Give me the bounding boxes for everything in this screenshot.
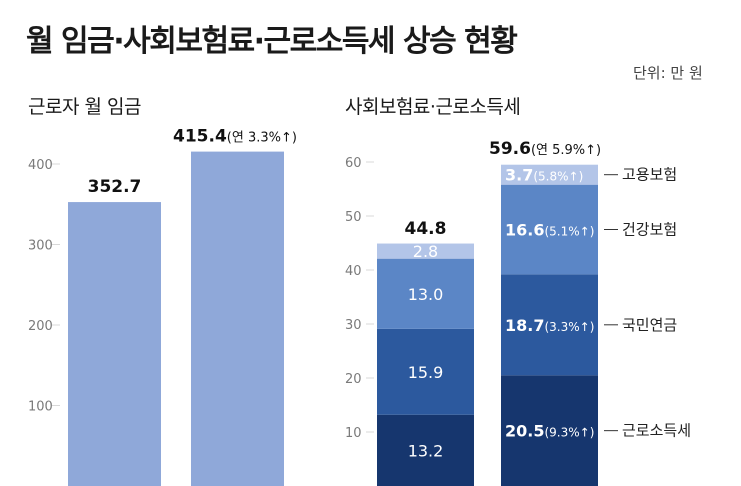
- y-tick-label-right: 20: [345, 372, 362, 387]
- y-tick-label-right: 60: [345, 156, 362, 171]
- segment-value-label: 13.2: [408, 441, 444, 460]
- wage-value-label: 352.7: [88, 177, 142, 197]
- stacked-segment: [501, 184, 598, 275]
- wage-bar: [191, 151, 284, 486]
- right-chart-subtitle: 사회보험료·근로소득세: [345, 96, 521, 118]
- segment-value-label: 15.9: [408, 363, 444, 382]
- y-tick-label-right: 40: [345, 264, 362, 279]
- stacked-segment: [377, 328, 474, 415]
- segment-value-label: 18.7(3.3%↑): [505, 316, 594, 335]
- y-tick-label-right: 50: [345, 210, 362, 225]
- stacked-segment: [501, 274, 598, 376]
- stack-total-label: 44.8: [405, 219, 447, 239]
- stacked-segment: [501, 164, 598, 185]
- legend-label: 건강보험: [622, 221, 677, 239]
- y-tick-label-right: 30: [345, 318, 362, 333]
- stacked-segment: [377, 258, 474, 329]
- segment-value-label: 2.8: [413, 242, 438, 261]
- stacked-segment: [377, 414, 474, 486]
- segment-value-label: 20.5(9.3%↑): [505, 422, 594, 441]
- stacked-segment: [377, 243, 474, 259]
- stacked-segment: [501, 375, 598, 486]
- unit-label: 단위: 만 원: [633, 64, 703, 82]
- left-chart-subtitle: 근로자 월 임금: [28, 96, 141, 118]
- y-tick-label-left: 300: [28, 239, 53, 254]
- chart-title: 월 임금·사회보험료·근로소득세 상승 현황: [26, 24, 518, 59]
- y-tick-label-left: 200: [28, 319, 53, 334]
- stack-total-label: 59.6(연 5.9%↑): [489, 139, 601, 159]
- y-tick-label-right: 10: [345, 426, 362, 441]
- legend-label: 고용보험: [622, 166, 677, 184]
- wage-value-label: 415.4(연 3.3%↑): [173, 127, 297, 147]
- y-tick-label-left: 400: [28, 158, 53, 173]
- segment-value-label: 3.7(5.8%↑): [505, 166, 583, 185]
- legend-label: 국민연금: [622, 316, 677, 334]
- legend-label: 근로소득세: [622, 422, 691, 440]
- segment-value-label: 16.6(5.1%↑): [505, 221, 594, 240]
- y-tick-label-left: 100: [28, 400, 53, 415]
- wage-bar: [68, 202, 161, 486]
- segment-value-label: 13.0: [408, 285, 444, 304]
